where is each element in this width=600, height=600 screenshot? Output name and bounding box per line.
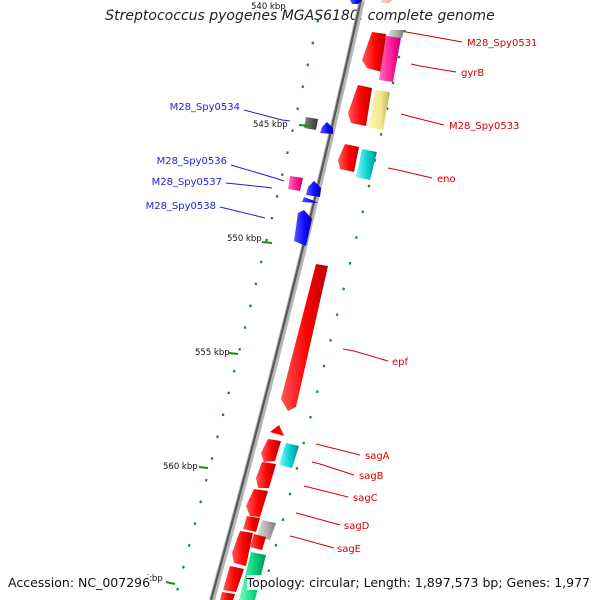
gene-m28-spy0536[interactable] <box>288 176 303 191</box>
leader-sage <box>289 535 335 549</box>
gene-label-m28-spy0536[interactable]: M28_Spy0536 <box>157 156 227 167</box>
gene-sagc-b[interactable] <box>243 516 260 532</box>
gene-label-eno[interactable]: eno <box>437 174 456 185</box>
leader-gyrb <box>410 63 457 73</box>
tick-mark <box>261 241 273 244</box>
gene-label-m28-spy0538[interactable]: M28_Spy0538 <box>146 201 216 212</box>
accession-text: Accession: NC_007296 <box>8 575 151 590</box>
leader-m28-spy0537 <box>225 182 273 189</box>
tick-mark <box>165 581 176 585</box>
leader-sagc <box>303 485 349 498</box>
tick-label-540: 540 kbp <box>251 2 286 12</box>
gene-bottom-red-b[interactable] <box>220 592 235 600</box>
gene-label-sagc[interactable]: sagC <box>353 493 378 504</box>
scale-ticks: 540 kbp 545 kbp 550 kbp 555 kbp 560 kbp … <box>147 2 311 585</box>
leader-m28-spy0536 <box>230 164 285 182</box>
tick-label-550: 550 kbp <box>227 234 262 244</box>
forward-strand-genes <box>220 0 404 600</box>
gene-saga[interactable] <box>279 443 299 468</box>
gene-sagc[interactable] <box>246 489 268 517</box>
genome-backbone-line <box>209 0 363 600</box>
gene-m28-spy0531-red[interactable] <box>362 32 386 72</box>
gene-label-epf[interactable]: epf <box>392 357 409 368</box>
gene-label-sagd[interactable]: sagD <box>344 521 370 532</box>
tick-mark <box>228 352 239 355</box>
gene-m28-spy0537b[interactable] <box>302 197 318 203</box>
tick-label-560: 560 kbp <box>163 462 198 472</box>
gene-m28-spy0531[interactable] <box>388 30 404 38</box>
leader-eno <box>387 167 433 179</box>
gene-top-forward[interactable] <box>381 0 392 3</box>
gene-sagb[interactable] <box>256 462 276 488</box>
gene-eno-red[interactable] <box>338 144 359 172</box>
tick-mark <box>298 124 311 127</box>
leader-m28-spy0533 <box>400 113 445 126</box>
gene-bottom-red[interactable] <box>223 566 244 592</box>
genome-stats-text: Topology: circular; Length: 1,897,573 bp… <box>246 575 590 590</box>
tick-label-565: kbp <box>147 574 163 584</box>
reverse-strand-genes <box>288 0 362 246</box>
tick-label-545: 545 kbp <box>253 120 288 130</box>
gene-eno[interactable] <box>356 149 377 180</box>
gene-labels-left: M28_Spy0534 M28_Spy0536 M28_Spy0537 M28_… <box>146 102 240 212</box>
leader-sagb <box>311 461 355 476</box>
gene-saga-red[interactable] <box>261 439 281 462</box>
gene-label-gyrb[interactable]: gyrB <box>461 68 484 79</box>
tick-label-555: 555 kbp <box>195 348 230 358</box>
gene-sage[interactable] <box>232 531 253 566</box>
gene-m28-spy0534[interactable] <box>304 117 318 130</box>
gene-labels-right: M28_Spy0531 gyrB M28_Spy0533 eno epf sag… <box>337 38 537 555</box>
gene-sage-b[interactable] <box>250 534 266 550</box>
gene-label-m28-spy0537[interactable]: M28_Spy0537 <box>152 177 222 188</box>
gene-label-m28-spy0531[interactable]: M28_Spy0531 <box>467 38 537 49</box>
gene-sagd[interactable] <box>257 520 276 540</box>
gene-m28-spy0538[interactable] <box>294 210 312 246</box>
gene-top-reverse[interactable] <box>350 0 362 4</box>
label-leaders <box>219 31 463 549</box>
leader-epf <box>342 348 389 362</box>
gene-label-sagb[interactable]: sagB <box>359 471 384 482</box>
gene-label-m28-spy0533[interactable]: M28_Spy0533 <box>449 121 519 132</box>
gene-label-saga[interactable]: sagA <box>365 451 390 462</box>
leader-saga <box>315 443 361 456</box>
gene-m28-spy0533[interactable] <box>368 90 390 130</box>
gene-m28-spy0537[interactable] <box>306 181 321 197</box>
gene-label-sage[interactable]: sagE <box>337 544 361 555</box>
leader-sagd <box>295 512 341 526</box>
leader-m28-spy0538 <box>219 206 266 219</box>
gene-gyrb-red[interactable] <box>348 85 372 126</box>
gene-m28-spy0534b[interactable] <box>320 122 333 134</box>
gene-label-m28-spy0534[interactable]: M28_Spy0534 <box>170 102 240 113</box>
leader-m28-spy0531 <box>405 31 463 43</box>
map-title: Streptococcus pyogenes MGAS6180, complet… <box>105 8 495 24</box>
leader-m28-spy0534 <box>243 109 291 122</box>
gene-saga-small[interactable] <box>270 425 284 436</box>
gene-gyrb[interactable] <box>379 36 401 82</box>
gene-epf[interactable] <box>281 264 328 411</box>
tick-mark <box>198 466 209 469</box>
